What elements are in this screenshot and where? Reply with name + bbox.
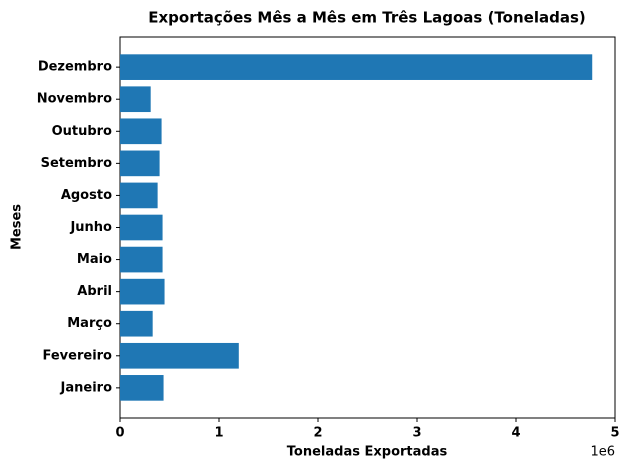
x-tick-label: 3 [412,426,421,441]
x-tick-label: 4 [511,426,520,441]
bar [120,54,593,80]
y-axis-label: Meses [10,204,25,250]
bar [120,375,164,401]
bar [120,278,165,305]
bar [120,118,162,145]
x-tick-label: 2 [313,426,322,441]
x-axis-label: Toneladas Exportadas [287,445,448,460]
y-tick-label: Maio [77,252,112,267]
y-tick-label: Março [67,316,112,331]
bar [120,150,160,177]
y-tick-label: Junho [69,220,112,235]
y-tick-label: Fevereiro [43,348,113,363]
y-tick-label: Novembro [37,92,112,107]
bar [120,182,158,209]
bar [120,86,151,113]
y-tick-label: Abril [77,284,112,299]
bar [120,246,163,273]
y-tick-label: Agosto [61,188,112,203]
bar [120,310,153,337]
chart-title: Exportações Mês a Mês em Três Lagoas (To… [148,9,586,27]
bar [120,214,163,241]
y-tick-label: Setembro [41,156,112,171]
y-tick-label: Outubro [52,124,112,139]
x-tick-label: 5 [610,426,619,441]
x-tick-label: 1 [214,426,223,441]
bar [120,342,239,369]
y-tick-label: Dezembro [38,60,112,75]
x-offset-label: 1e6 [590,445,615,460]
x-tick-label: 0 [115,426,124,441]
y-tick-label: Janeiro [60,380,113,395]
